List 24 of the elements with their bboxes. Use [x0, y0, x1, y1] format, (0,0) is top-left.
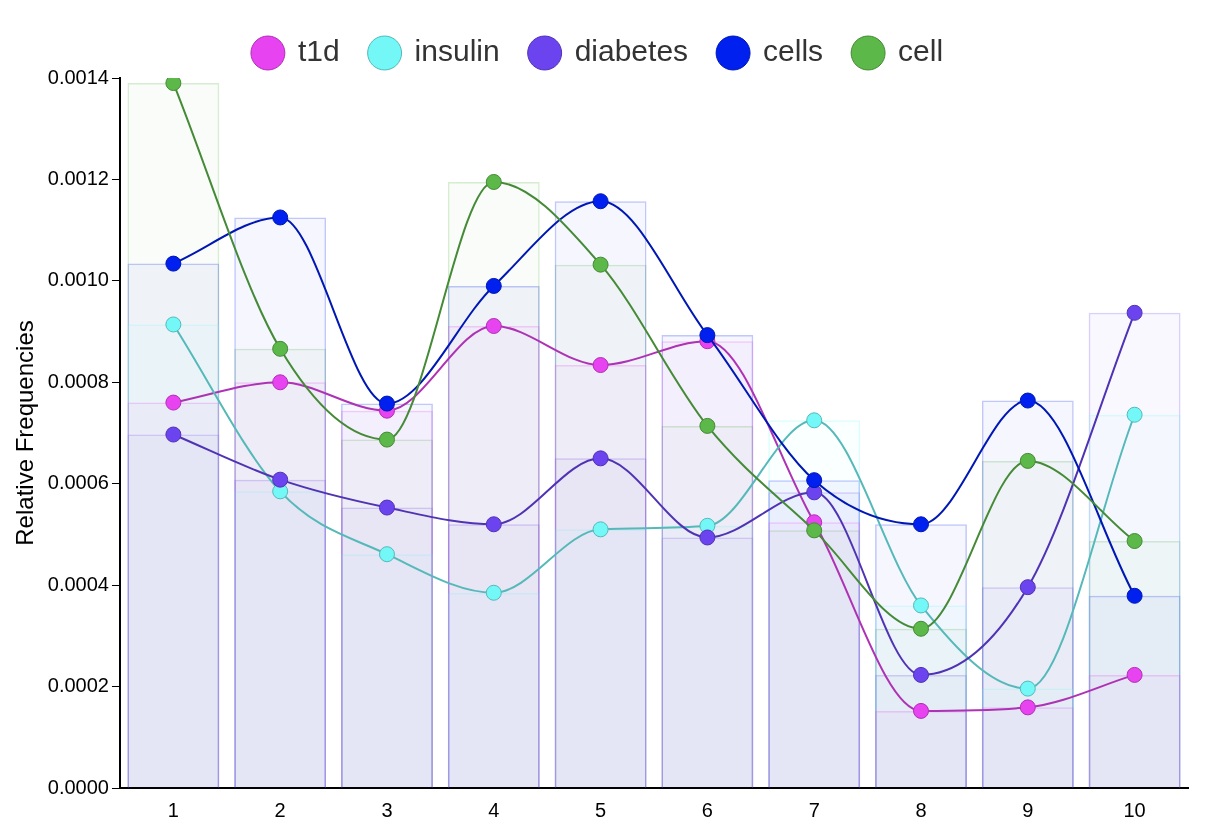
legend-label: t1d — [297, 34, 340, 68]
y-tick-label: 0.0008 — [47, 369, 109, 392]
y-tick-label: 0.0002 — [47, 674, 109, 697]
y-tick-label: 0.0006 — [47, 471, 109, 494]
x-tick-label: 1 — [167, 798, 179, 821]
legend-label: diabetes — [574, 34, 689, 68]
x-tick-label: 8 — [915, 798, 927, 821]
y-axis-title: Relative Frequencies — [11, 320, 39, 546]
x-tick-label: 6 — [701, 798, 713, 821]
x-tick-label: 7 — [808, 798, 820, 821]
x-tick-label: 9 — [1022, 798, 1034, 821]
x-tick-label: 5 — [595, 798, 607, 821]
y-tick-label: 0.0014 — [47, 65, 109, 88]
y-tick-label: 0.0000 — [47, 775, 109, 798]
legend-label: cells — [763, 34, 824, 68]
y-tick-label: 0.0010 — [47, 268, 109, 291]
x-tick-label: 4 — [488, 798, 500, 821]
y-tick-label: 0.0004 — [47, 572, 109, 595]
x-tick-label: 3 — [381, 798, 393, 821]
legend-label: cell — [898, 34, 944, 68]
x-tick-label: 10 — [1123, 798, 1146, 821]
y-tick-label: 0.0012 — [47, 166, 109, 189]
legend-label: insulin — [414, 34, 500, 68]
x-tick-label: 2 — [274, 798, 286, 821]
